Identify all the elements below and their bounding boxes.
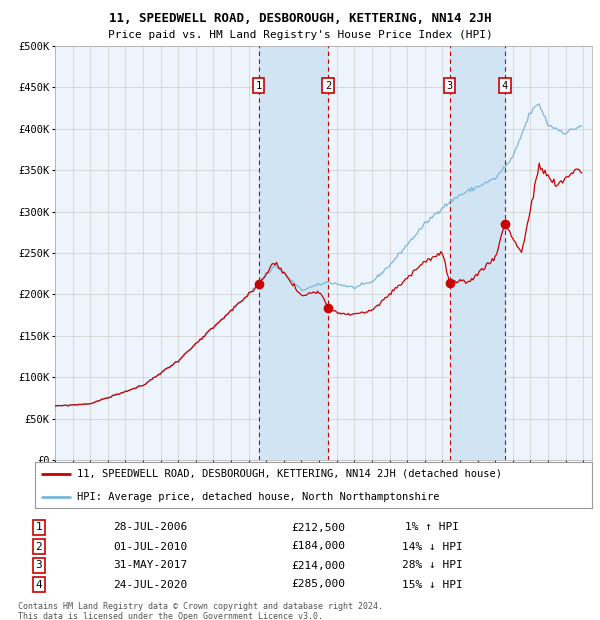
Bar <box>449 46 505 460</box>
Text: Contains HM Land Registry data © Crown copyright and database right 2024.: Contains HM Land Registry data © Crown c… <box>18 602 383 611</box>
Text: 28% ↓ HPI: 28% ↓ HPI <box>401 560 463 570</box>
Text: 14% ↓ HPI: 14% ↓ HPI <box>401 541 463 552</box>
Text: HPI: Average price, detached house, North Northamptonshire: HPI: Average price, detached house, Nort… <box>77 492 439 502</box>
Text: 11, SPEEDWELL ROAD, DESBOROUGH, KETTERING, NN14 2JH: 11, SPEEDWELL ROAD, DESBOROUGH, KETTERIN… <box>109 12 491 25</box>
Text: Price paid vs. HM Land Registry's House Price Index (HPI): Price paid vs. HM Land Registry's House … <box>107 30 493 40</box>
Text: £184,000: £184,000 <box>291 541 345 552</box>
Text: 24-JUL-2020: 24-JUL-2020 <box>113 580 187 590</box>
Text: 28-JUL-2006: 28-JUL-2006 <box>113 523 187 533</box>
Text: £285,000: £285,000 <box>291 580 345 590</box>
Text: 11, SPEEDWELL ROAD, DESBOROUGH, KETTERING, NN14 2JH (detached house): 11, SPEEDWELL ROAD, DESBOROUGH, KETTERIN… <box>77 469 502 479</box>
Text: 1: 1 <box>256 81 262 91</box>
Text: 1: 1 <box>35 523 43 533</box>
Text: 1% ↑ HPI: 1% ↑ HPI <box>405 523 459 533</box>
Text: 15% ↓ HPI: 15% ↓ HPI <box>401 580 463 590</box>
Text: £212,500: £212,500 <box>291 523 345 533</box>
Text: 4: 4 <box>35 580 43 590</box>
Text: 2: 2 <box>35 541 43 552</box>
Text: This data is licensed under the Open Government Licence v3.0.: This data is licensed under the Open Gov… <box>18 612 323 620</box>
Text: 01-JUL-2010: 01-JUL-2010 <box>113 541 187 552</box>
Text: 2: 2 <box>325 81 331 91</box>
Text: £214,000: £214,000 <box>291 560 345 570</box>
Text: 31-MAY-2017: 31-MAY-2017 <box>113 560 187 570</box>
Bar <box>259 46 328 460</box>
Text: 4: 4 <box>502 81 508 91</box>
Text: 3: 3 <box>35 560 43 570</box>
Text: 3: 3 <box>446 81 452 91</box>
